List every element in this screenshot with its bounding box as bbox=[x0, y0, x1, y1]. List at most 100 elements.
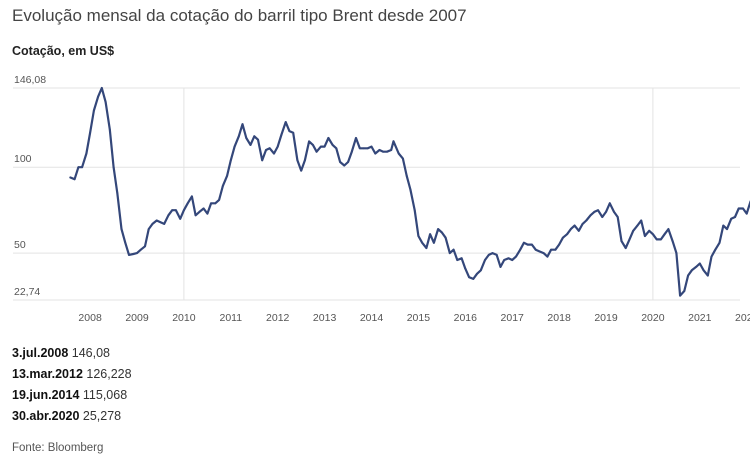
data-point bbox=[237, 135, 240, 138]
data-point bbox=[448, 252, 451, 255]
data-point bbox=[175, 209, 177, 212]
data-point bbox=[613, 211, 615, 213]
data-point bbox=[569, 228, 572, 231]
data-point bbox=[648, 229, 651, 232]
data-point bbox=[585, 219, 588, 222]
data-point bbox=[163, 223, 166, 225]
data-point bbox=[429, 233, 431, 236]
data-point bbox=[581, 223, 584, 225]
data-point bbox=[675, 252, 678, 255]
data-point bbox=[632, 229, 635, 232]
data-point bbox=[734, 216, 736, 218]
data-point bbox=[104, 101, 107, 103]
data-point bbox=[405, 174, 408, 177]
annotation-row: 19.jun.2014 115,068 bbox=[12, 385, 132, 406]
data-point bbox=[476, 272, 478, 275]
data-point bbox=[499, 266, 502, 268]
annotation-date: 19.jun.2014 bbox=[12, 388, 80, 402]
data-point bbox=[710, 255, 713, 258]
data-point bbox=[484, 259, 486, 261]
data-point bbox=[147, 228, 150, 231]
data-point bbox=[93, 109, 95, 112]
annotation-list: 3.jul.2008 146,08 13.mar.2012 126,228 19… bbox=[12, 343, 132, 427]
annotation-row: 30.abr.2020 25,278 bbox=[12, 406, 132, 427]
data-point bbox=[257, 138, 259, 141]
data-point bbox=[511, 259, 514, 261]
data-point bbox=[202, 207, 205, 210]
x-tick-label: 2018 bbox=[547, 312, 571, 324]
y-tick-label: 22,74 bbox=[14, 286, 40, 298]
data-point bbox=[308, 140, 310, 143]
x-tick-label: 2016 bbox=[454, 312, 478, 324]
chart-title: Evolução mensal da cotação do barril tip… bbox=[12, 6, 467, 25]
data-point bbox=[679, 294, 681, 297]
data-point bbox=[304, 159, 306, 162]
data-point bbox=[577, 229, 580, 232]
annotation-value: 126,228 bbox=[86, 367, 132, 381]
x-tick-label: 2009 bbox=[125, 312, 149, 324]
data-point bbox=[409, 188, 412, 191]
data-point bbox=[491, 252, 494, 255]
data-point bbox=[139, 248, 142, 251]
data-point bbox=[479, 269, 482, 272]
data-point bbox=[531, 243, 533, 246]
data-point bbox=[210, 202, 213, 205]
data-point bbox=[300, 169, 303, 172]
data-point bbox=[628, 238, 631, 241]
data-point bbox=[472, 278, 475, 280]
data-point bbox=[214, 202, 217, 205]
data-point bbox=[89, 131, 91, 134]
data-point bbox=[183, 209, 185, 212]
data-point bbox=[226, 174, 229, 177]
x-tick-label: 2017 bbox=[501, 312, 525, 324]
data-point bbox=[538, 250, 541, 253]
series-line bbox=[69, 86, 750, 297]
data-point bbox=[437, 228, 439, 231]
data-point bbox=[608, 202, 611, 205]
data-point bbox=[288, 130, 291, 133]
y-tick-label: 100 bbox=[14, 153, 32, 165]
data-point bbox=[73, 178, 76, 181]
data-point bbox=[503, 259, 506, 261]
data-point bbox=[417, 235, 420, 237]
data-point bbox=[695, 266, 697, 268]
data-point bbox=[554, 248, 557, 251]
data-point bbox=[495, 254, 498, 256]
data-point bbox=[280, 133, 283, 136]
data-point bbox=[276, 145, 279, 148]
data-point bbox=[108, 128, 111, 131]
data-point bbox=[620, 240, 623, 243]
data-point bbox=[128, 254, 130, 256]
data-point bbox=[593, 211, 596, 213]
data-point bbox=[312, 144, 314, 146]
data-point bbox=[687, 274, 689, 277]
data-point bbox=[441, 231, 443, 234]
data-point bbox=[112, 166, 115, 169]
data-point bbox=[323, 145, 326, 148]
data-point bbox=[144, 245, 146, 248]
data-point bbox=[546, 255, 549, 258]
data-point bbox=[397, 152, 400, 155]
data-point bbox=[421, 241, 424, 244]
data-point bbox=[737, 207, 740, 210]
annotation-date: 3.jul.2008 bbox=[12, 346, 69, 360]
data-point bbox=[558, 243, 560, 246]
x-tick-label: 2008 bbox=[78, 312, 102, 324]
data-point bbox=[690, 269, 693, 272]
data-point bbox=[460, 257, 463, 260]
data-point bbox=[402, 157, 404, 160]
data-point bbox=[745, 212, 748, 215]
data-point bbox=[167, 214, 170, 217]
y-tick-label: 50 bbox=[14, 239, 26, 251]
x-tick-label: 2022 bbox=[735, 312, 750, 324]
data-point bbox=[191, 195, 193, 198]
data-point bbox=[229, 159, 232, 162]
data-point bbox=[81, 166, 83, 169]
data-point bbox=[370, 145, 373, 148]
data-point bbox=[392, 140, 395, 143]
annotation-date: 13.mar.2012 bbox=[12, 367, 83, 381]
data-point bbox=[507, 257, 510, 260]
data-point bbox=[350, 150, 353, 153]
data-point bbox=[562, 236, 564, 239]
